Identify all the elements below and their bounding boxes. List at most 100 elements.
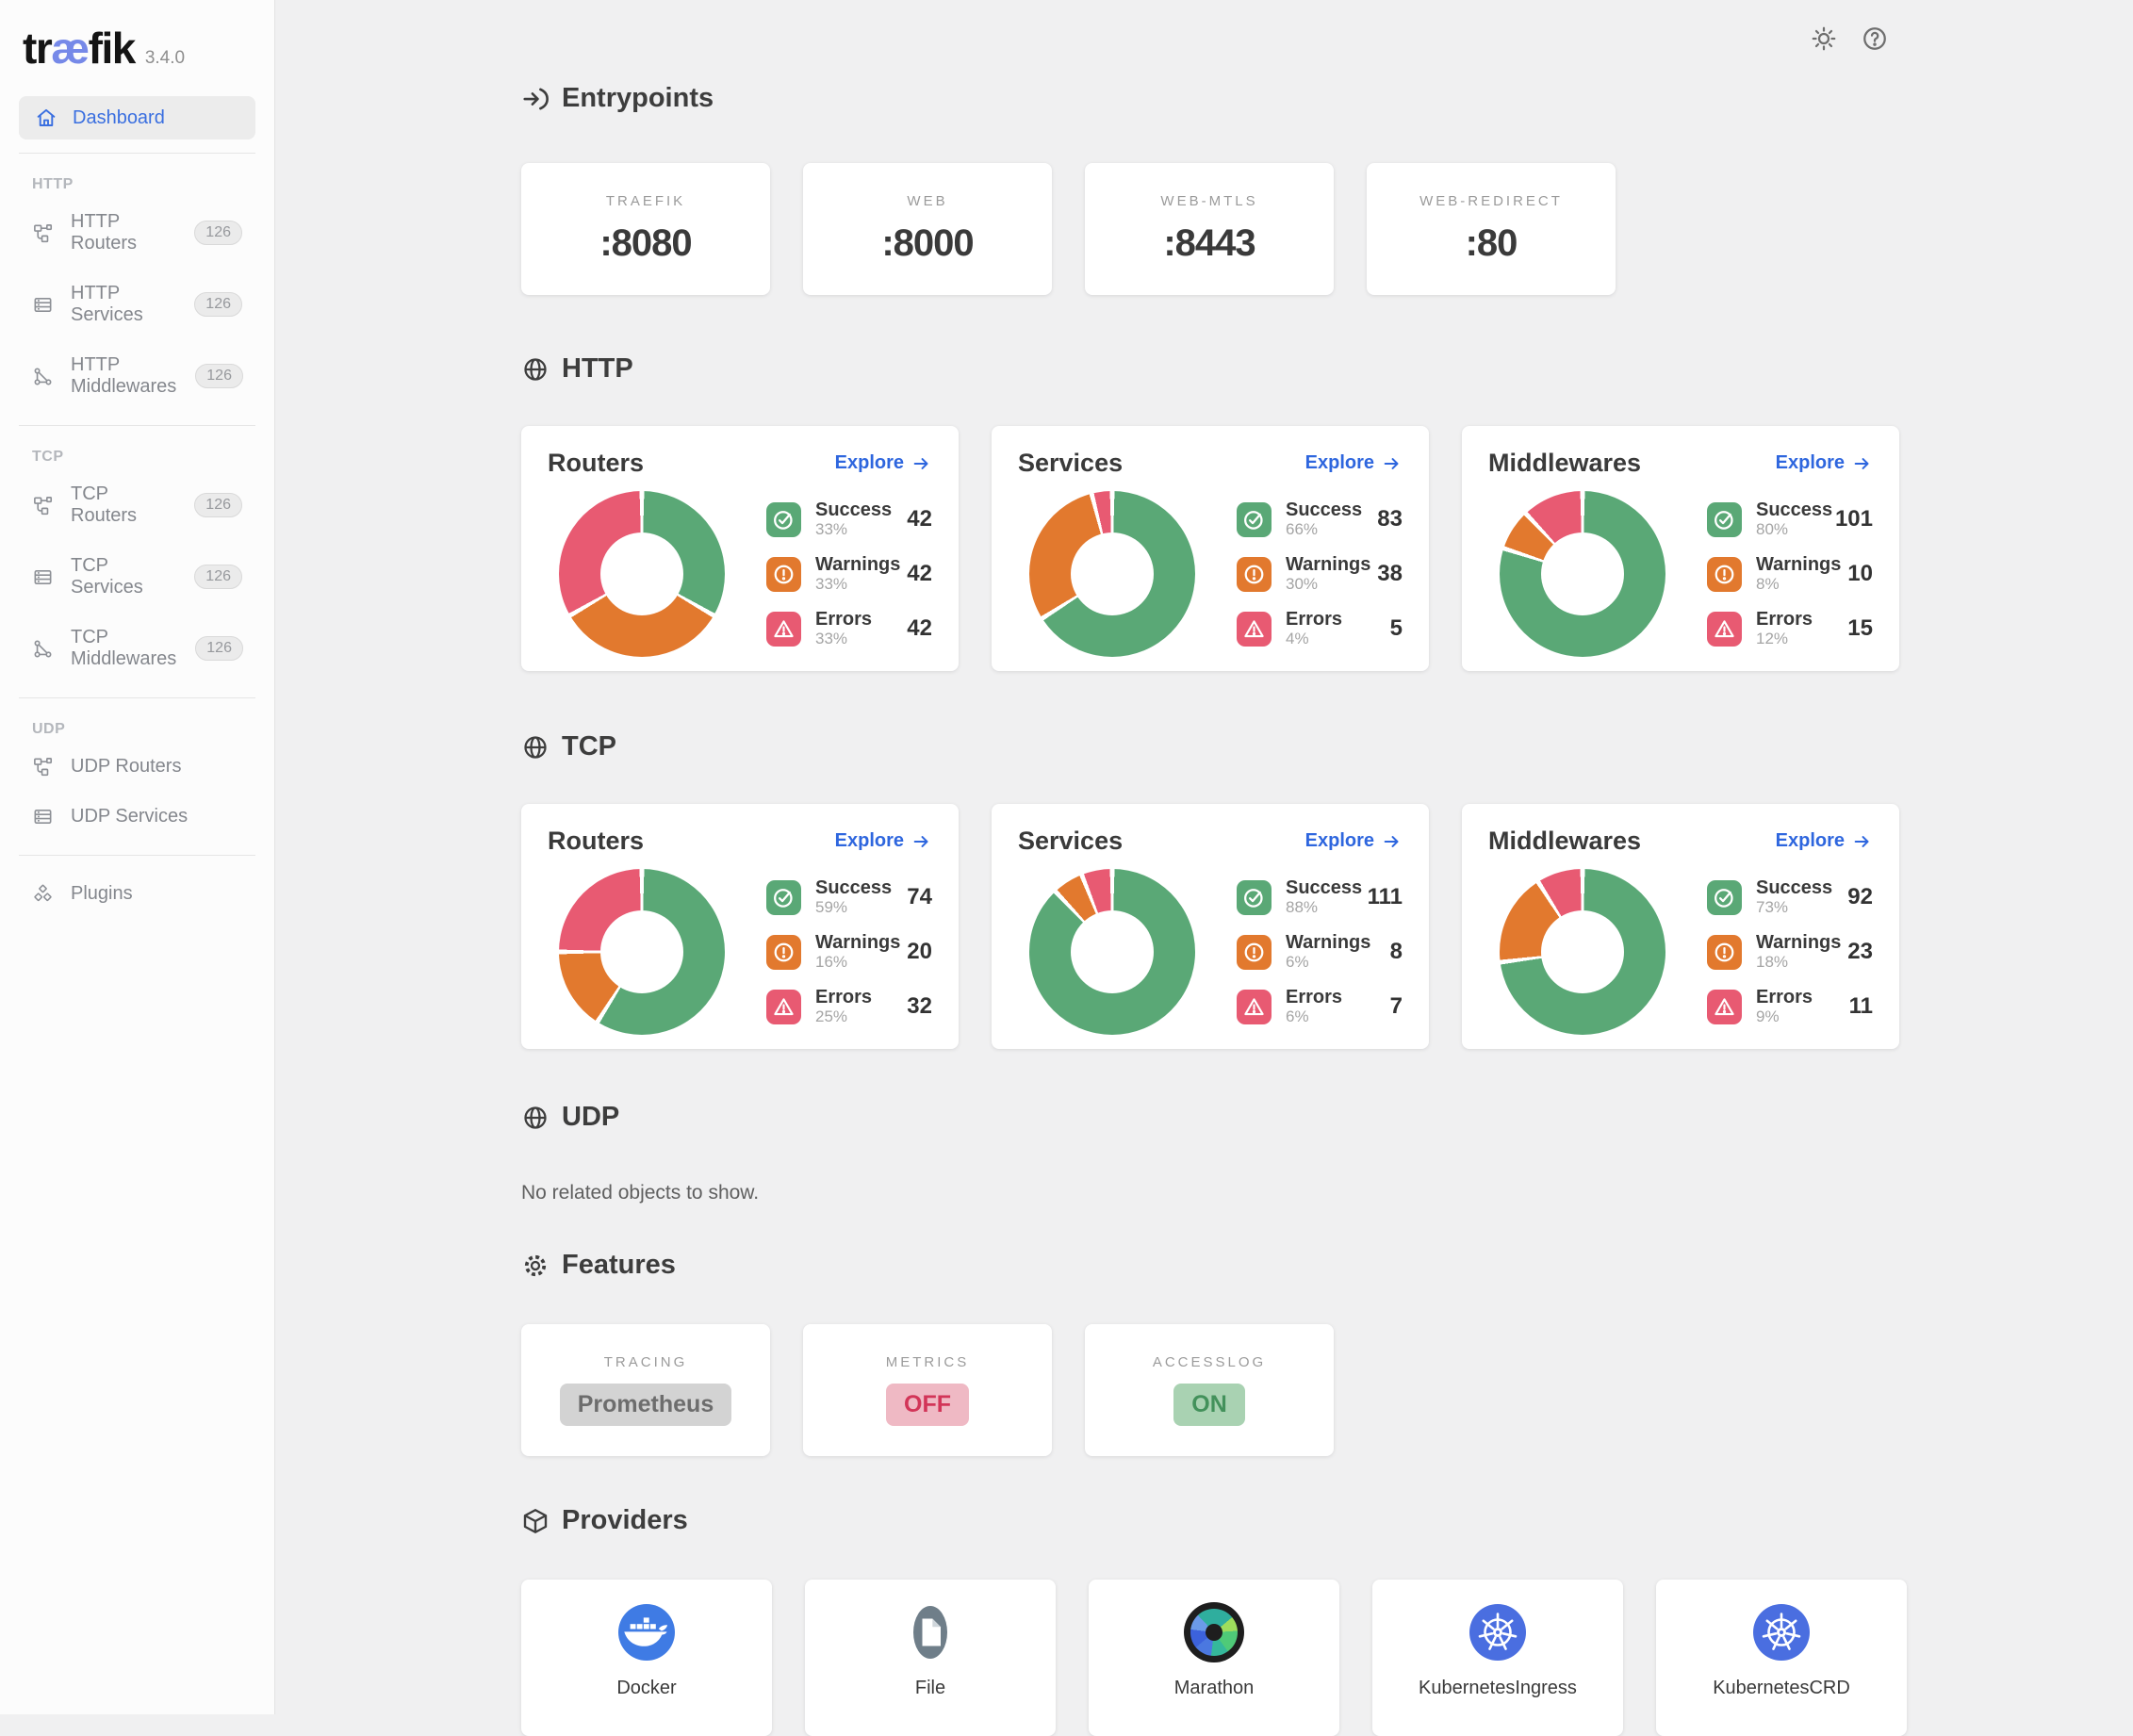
routers-icon	[34, 758, 53, 777]
globe-icon	[524, 735, 547, 759]
success-icon	[1244, 888, 1263, 908]
legend-percent: 33%	[815, 630, 848, 647]
donut-legend: Success 88% 111 Warnings 6% 8 Errors 6% …	[1237, 877, 1403, 1026]
sidebar-item-http-routers[interactable]: HTTP Routers 126	[19, 197, 255, 269]
services-icon	[34, 809, 52, 825]
explore-link[interactable]: Explore	[1305, 830, 1403, 852]
legend-badge	[766, 989, 801, 1024]
legend-row: Warnings 8% 10	[1707, 554, 1873, 594]
explore-link[interactable]: Explore	[835, 830, 932, 852]
legend-badge	[1707, 934, 1742, 970]
legend-badge	[766, 501, 801, 537]
legend-value: 74	[907, 884, 932, 909]
legend-row: Errors 4% 5	[1237, 609, 1403, 648]
stat-card-title: Routers	[548, 449, 645, 477]
legend-label: Success	[815, 877, 893, 898]
sidebar-item-plugins[interactable]: Plugins	[19, 869, 255, 919]
sidebar-item-http-middlewares[interactable]: HTTP Middlewares 126	[19, 340, 255, 412]
arrow-right-icon	[1854, 835, 1869, 847]
warning-icon	[1715, 565, 1734, 583]
legend-row: Warnings 6% 8	[1237, 932, 1403, 972]
legend-value: 10	[1847, 561, 1873, 586]
legend-value: 111	[1367, 884, 1403, 909]
http-cards: Routers Explore Success 33% 42 Warnings …	[521, 426, 2133, 671]
stat-card: Routers Explore Success 59% 74 Warnings …	[521, 804, 959, 1049]
legend-label: Warnings	[1756, 554, 1842, 575]
middlewares-icon	[34, 640, 52, 657]
sidebar-item-tcp-routers[interactable]: TCP Routers 126	[19, 469, 255, 541]
docker-icon	[618, 1604, 675, 1661]
legend-value: 42	[907, 561, 932, 586]
theme-toggle-sun-icon[interactable]	[1810, 25, 1838, 53]
success-icon	[774, 510, 793, 530]
sidebar-item-udp-routers[interactable]: UDP Routers	[19, 742, 255, 792]
entrypoints-title: Entrypoints	[521, 83, 2133, 114]
sidebar-item-label: HTTP Services	[71, 283, 143, 325]
legend-text: Warnings 33%	[815, 554, 900, 594]
count-badge: 126	[195, 636, 243, 661]
legend-text: Warnings 30%	[1286, 554, 1370, 594]
routers-icon	[34, 496, 53, 515]
tcp-section: TCP Routers Explore Success 59% 74 Warni…	[521, 731, 2133, 1049]
sidebar-item-tcp-services[interactable]: TCP Services 126	[19, 541, 255, 613]
explore-link[interactable]: Explore	[1776, 452, 1873, 474]
legend-percent: 6%	[1286, 953, 1309, 971]
entrypoint-card: WEB-MTLS :8443	[1085, 163, 1334, 295]
legend-label: Success	[815, 500, 893, 520]
explore-link[interactable]: Explore	[1776, 830, 1873, 852]
stat-card: Middlewares Explore Success 73% 92 Warni…	[1462, 804, 1899, 1049]
donut-legend: Success 73% 92 Warnings 18% 23 Errors 9%…	[1707, 877, 1873, 1026]
tcp-cards: Routers Explore Success 59% 74 Warnings …	[521, 804, 2133, 1049]
warning-icon	[1244, 565, 1264, 583]
explore-link[interactable]: Explore	[1305, 452, 1403, 474]
entrypoint-card: WEB-REDIRECT :80	[1367, 163, 1616, 295]
sidebar-item-label: UDP Routers	[71, 756, 182, 777]
provider-name: Marathon	[1173, 1678, 1255, 1698]
sidebar-item-http-services[interactable]: HTTP Services 126	[19, 269, 255, 340]
logo-wordmark: træfik	[23, 24, 136, 73]
legend-row: Errors 6% 7	[1237, 987, 1403, 1026]
sidebar: træfik 3.4.0 Dashboard HTTP HTTP Routers…	[0, 0, 275, 1714]
stat-card-header: Middlewares Explore	[1488, 449, 1873, 478]
legend-value: 20	[907, 939, 932, 964]
logo-ae-ligature: æ	[51, 24, 90, 73]
legend-badge	[1707, 879, 1742, 915]
stat-card-body: Success 33% 42 Warnings 33% 42 Errors 33…	[548, 491, 932, 657]
legend-text: Success 73%	[1756, 877, 1832, 917]
sidebar-item-label: HTTP Middlewares	[71, 354, 177, 397]
legend-text: Errors 4%	[1286, 609, 1342, 648]
package-icon	[523, 1508, 548, 1533]
topbar-actions	[1810, 25, 1889, 53]
donut-legend: Success 33% 42 Warnings 33% 42 Errors 33…	[766, 500, 932, 648]
http-title: HTTP	[521, 353, 2133, 385]
legend-value: 8	[1389, 939, 1403, 964]
provider-name: Docker	[616, 1678, 677, 1698]
count-badge: 126	[194, 221, 242, 245]
provider-name: KubernetesCRD	[1713, 1678, 1850, 1698]
sidebar-item-tcp-middlewares[interactable]: TCP Middlewares 126	[19, 613, 255, 684]
help-icon[interactable]	[1861, 25, 1889, 53]
middlewares-icon	[34, 368, 52, 385]
legend-percent: 88%	[1286, 898, 1319, 916]
sidebar-item-dashboard[interactable]: Dashboard	[19, 96, 255, 139]
sidebar-item-label: TCP Middlewares	[71, 627, 177, 669]
legend-text: Warnings 8%	[1756, 554, 1841, 594]
sidebar-item-udp-services[interactable]: UDP Services	[19, 792, 255, 842]
entrypoint-port: :8443	[1163, 222, 1255, 264]
sidebar-item-label: TCP Services	[71, 555, 143, 598]
provider-card-docker: Docker	[521, 1580, 772, 1736]
provider-name: File	[914, 1678, 946, 1698]
explore-link[interactable]: Explore	[835, 452, 932, 474]
error-icon	[1244, 997, 1264, 1015]
entrypoint-port: :80	[1465, 222, 1518, 264]
sidebar-divider	[19, 697, 255, 698]
sidebar-divider	[19, 425, 255, 426]
legend-row: Errors 9% 11	[1707, 987, 1873, 1026]
legend-label: Warnings	[1286, 932, 1371, 953]
legend-percent: 16%	[815, 953, 848, 971]
legend-row: Errors 33% 42	[766, 609, 932, 648]
sidebar-item-label: UDP Services	[71, 806, 189, 827]
feature-card-accesslog: ACCESSLOG ON	[1085, 1324, 1334, 1456]
legend-value: 92	[1847, 884, 1873, 909]
legend-text: Errors 25%	[815, 987, 872, 1026]
